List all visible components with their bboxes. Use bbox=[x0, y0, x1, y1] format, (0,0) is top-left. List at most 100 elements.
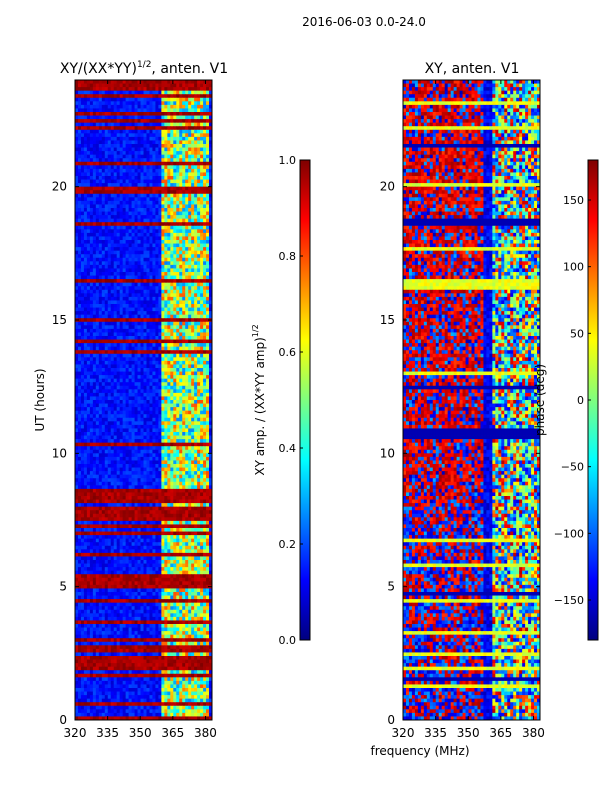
heatmap-cell bbox=[200, 289, 204, 294]
heatmap-cell bbox=[128, 325, 132, 330]
heatmap-cell bbox=[101, 336, 106, 340]
heatmap-cell bbox=[104, 460, 109, 465]
heatmap-cell bbox=[158, 222, 162, 227]
heatmap-cell bbox=[197, 392, 201, 397]
heatmap-cell bbox=[143, 222, 147, 227]
heatmap-cell bbox=[191, 208, 195, 212]
heatmap-cell bbox=[176, 151, 180, 156]
heatmap-cell bbox=[167, 325, 171, 330]
heatmap-cell bbox=[101, 296, 106, 301]
heatmap-cell bbox=[77, 300, 82, 305]
heatmap-cell bbox=[113, 97, 118, 102]
heatmap-cell bbox=[116, 293, 121, 298]
heatmap-cell bbox=[161, 268, 165, 273]
heatmap-cell bbox=[119, 321, 124, 326]
heatmap-cell bbox=[179, 136, 183, 141]
heatmap-cell bbox=[104, 424, 109, 429]
heatmap-cell bbox=[86, 275, 91, 280]
heatmap-cell bbox=[197, 140, 201, 145]
heatmap-cell bbox=[194, 353, 198, 358]
heatmap-cell bbox=[95, 200, 100, 205]
heatmap-cell bbox=[137, 236, 141, 241]
heatmap-cell bbox=[128, 129, 132, 134]
heatmap-cell bbox=[161, 168, 165, 173]
heatmap-cell bbox=[101, 332, 106, 337]
heatmap-cell bbox=[203, 360, 207, 365]
heatmap-cell bbox=[137, 140, 141, 145]
heatmap-cell bbox=[200, 407, 204, 412]
heatmap-cell bbox=[104, 204, 109, 209]
heatmap-cell bbox=[194, 168, 198, 173]
heatmap-cell bbox=[86, 183, 91, 188]
heatmap-cell bbox=[191, 129, 195, 134]
heatmap-cell bbox=[170, 264, 174, 269]
heatmap-cell bbox=[191, 101, 195, 106]
heatmap-cell bbox=[143, 464, 147, 468]
heatmap-cell bbox=[188, 90, 192, 95]
heatmap-cell bbox=[134, 136, 138, 141]
heatmap-cell bbox=[167, 328, 171, 333]
heatmap-cell bbox=[173, 197, 177, 202]
heatmap-cell bbox=[77, 190, 82, 195]
heatmap-cell bbox=[107, 449, 112, 454]
heatmap-cell bbox=[119, 318, 124, 323]
heatmap-cell bbox=[140, 222, 144, 227]
heatmap-cell bbox=[200, 392, 204, 397]
heatmap-cell bbox=[158, 140, 162, 145]
heatmap-cell bbox=[110, 403, 115, 408]
heatmap-cell bbox=[116, 304, 121, 308]
heatmap-cell bbox=[161, 417, 165, 422]
heatmap-cell bbox=[161, 229, 165, 234]
heatmap-cell bbox=[104, 403, 109, 408]
heatmap-cell bbox=[164, 286, 168, 291]
heatmap-cell bbox=[179, 83, 183, 88]
heatmap-cell bbox=[89, 389, 94, 394]
figure-title: 2016-06-03 0.0-24.0 bbox=[302, 15, 426, 29]
heatmap-cell bbox=[206, 133, 210, 138]
heatmap-cell bbox=[173, 83, 177, 88]
heatmap-cell bbox=[185, 119, 189, 124]
heatmap-cell bbox=[149, 115, 153, 120]
heatmap-cell bbox=[86, 247, 91, 252]
heatmap-cell bbox=[137, 211, 141, 216]
heatmap-cell bbox=[104, 176, 109, 180]
heatmap-cell bbox=[176, 410, 180, 415]
heatmap-cell bbox=[188, 403, 192, 408]
heatmap-cell bbox=[101, 225, 106, 230]
heatmap-cell bbox=[80, 250, 85, 255]
heatmap-cell bbox=[203, 460, 207, 465]
heatmap-cell bbox=[164, 279, 168, 284]
heatmap-cell bbox=[155, 389, 159, 394]
heatmap-cell bbox=[167, 382, 171, 387]
heatmap-cell bbox=[98, 222, 103, 227]
heatmap-cell bbox=[194, 414, 198, 419]
heatmap-cell bbox=[152, 172, 156, 177]
heatmap-cell bbox=[86, 272, 91, 276]
heatmap-cell bbox=[92, 197, 97, 202]
heatmap-cell bbox=[203, 97, 207, 102]
heatmap-cell bbox=[167, 432, 171, 436]
heatmap-cell bbox=[161, 311, 165, 316]
heatmap-cell bbox=[119, 190, 124, 195]
heatmap-cell bbox=[209, 229, 213, 234]
heatmap-cell bbox=[101, 325, 106, 330]
heatmap-cell bbox=[209, 172, 213, 177]
heatmap-cell bbox=[101, 346, 106, 351]
heatmap-cell bbox=[83, 218, 88, 223]
heatmap-cell bbox=[101, 279, 106, 284]
heatmap-cell bbox=[131, 190, 135, 195]
heatmap-cell bbox=[161, 424, 165, 429]
heatmap-cell bbox=[104, 439, 109, 444]
heatmap-cell bbox=[152, 122, 156, 127]
heatmap-cell bbox=[152, 304, 156, 308]
heatmap-cell bbox=[116, 382, 121, 387]
heatmap-cell bbox=[92, 101, 97, 106]
heatmap-cell bbox=[149, 272, 153, 276]
heatmap-cell bbox=[137, 218, 141, 223]
heatmap-cell bbox=[122, 392, 127, 397]
heatmap-cell bbox=[83, 378, 88, 383]
heatmap-cell bbox=[80, 90, 85, 95]
heatmap-cell bbox=[188, 293, 192, 298]
heatmap-cell bbox=[107, 325, 112, 330]
heatmap-cell bbox=[134, 236, 138, 241]
